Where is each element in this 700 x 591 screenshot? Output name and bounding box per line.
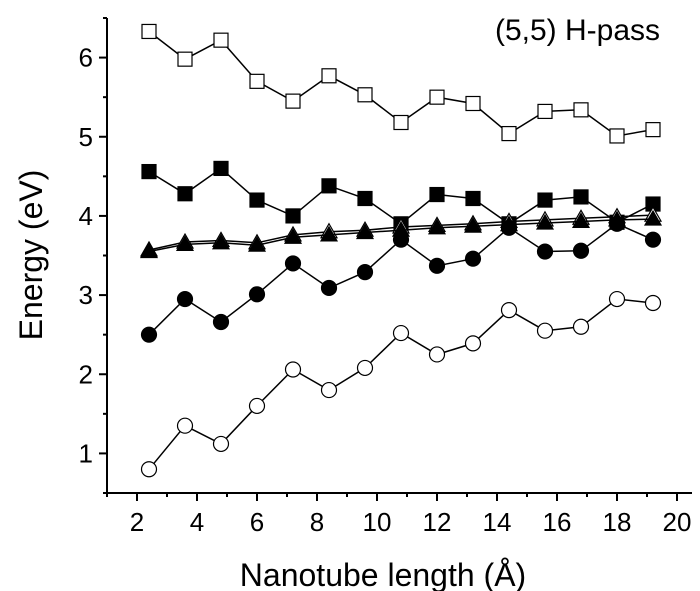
data-point-open-circle [248,397,266,415]
data-point-open-square [609,128,625,144]
data-point-filled-circle [572,242,590,259]
data-point-open-square [285,93,301,109]
y-axis-title: Energy (eV) [13,170,49,341]
x-tick-label: 12 [423,507,452,537]
data-point-filled-square [285,208,301,224]
data-point-filled-circle [500,219,518,236]
data-point-filled-square [357,190,373,207]
data-point-filled-triangle [643,209,663,226]
data-point-open-square [321,68,337,84]
x-tick-label: 10 [363,507,392,537]
data-point-filled-square [465,190,481,207]
data-point-open-circle [536,322,554,339]
y-tick-label: 4 [79,201,93,231]
data-point-open-square [141,23,157,40]
data-point-filled-triangle [139,242,159,259]
data-point-filled-circle [284,255,302,272]
data-point-open-circle [320,381,338,399]
chart-annotation: (5,5) H-pass [495,14,660,47]
x-tick-label: 18 [603,507,632,537]
data-point-filled-triangle [247,235,267,252]
x-tick-label: 8 [310,507,324,537]
data-point-filled-triangle [535,213,555,230]
data-point-filled-triangle [463,216,483,233]
data-point-open-circle [608,290,626,308]
data-point-filled-square [321,178,337,194]
data-point-filled-triangle [211,233,231,250]
data-point-open-circle [356,359,374,377]
data-point-filled-triangle [355,223,375,240]
data-point-filled-square [537,192,553,208]
data-point-filled-triangle [427,218,447,235]
x-axis-title: Nanotube length (Å) [240,557,526,591]
data-point-filled-circle [644,231,662,248]
x-tick-label: 2 [130,507,144,537]
series-open-square [141,23,661,144]
data-point-filled-circle [392,231,410,248]
data-point-filled-square [429,186,445,203]
x-tick-label: 16 [543,507,572,537]
data-point-filled-square [249,192,265,208]
data-point-open-circle [644,294,662,312]
data-point-open-square [393,114,409,131]
y-tick-label: 6 [79,43,93,73]
data-point-filled-circle [428,257,446,274]
data-point-open-square [357,87,373,103]
data-point-open-circle [140,461,158,478]
data-point-filled-circle [176,290,194,308]
data-point-open-square [537,103,553,120]
x-tick-label: 4 [190,507,204,537]
data-point-open-square [465,95,481,112]
series-open-circle [140,290,662,478]
y-tick-label: 2 [79,359,93,389]
data-point-open-circle [176,417,194,434]
data-point-filled-triangle [283,228,303,244]
data-point-filled-triangle [319,225,339,242]
data-point-open-circle [392,324,410,342]
data-point-open-square [645,122,661,138]
y-tick-label: 5 [79,122,93,152]
data-point-filled-square [213,160,229,177]
data-point-open-circle [464,335,482,352]
data-point-filled-circle [356,264,374,281]
data-point-filled-circle [608,215,626,232]
data-point-open-square [501,125,517,142]
data-point-filled-circle [464,250,482,267]
data-point-filled-square [141,163,157,180]
data-point-filled-circle [320,279,338,297]
y-tick-label: 1 [79,438,93,468]
series-filled-triangle [139,209,663,259]
series-filled-circle [140,215,662,343]
data-point-filled-circle [536,243,554,260]
data-point-filled-triangle [175,235,195,252]
data-point-filled-circle [212,313,230,331]
data-point-open-square [177,51,193,67]
y-tick-label: 3 [79,280,93,310]
data-point-open-circle [572,318,590,335]
data-point-open-circle [428,346,446,363]
data-point-filled-square [573,189,589,205]
data-point-open-square [249,73,265,89]
data-point-open-square [573,102,589,118]
data-point-open-square [213,32,229,48]
data-point-filled-circle [248,286,266,303]
data-point-open-circle [284,361,302,378]
data-point-open-circle [500,302,518,319]
data-point-filled-circle [140,326,158,343]
data-point-filled-square [177,186,193,202]
x-tick-label: 20 [663,507,692,537]
data-point-filled-triangle [571,212,591,229]
data-point-open-circle [212,435,230,453]
data-point-open-square [429,89,445,105]
x-tick-label: 6 [250,507,264,537]
x-tick-label: 14 [483,507,512,537]
series-group [139,23,663,478]
